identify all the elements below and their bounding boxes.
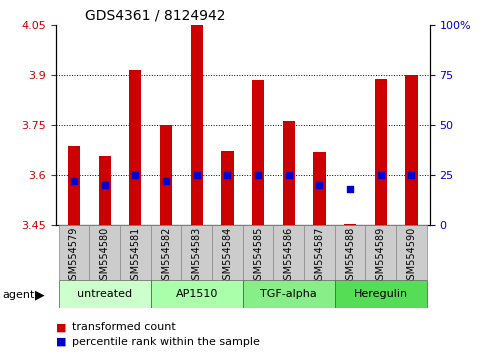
Bar	[366, 225, 396, 280]
Text: GSM554580: GSM554580	[99, 227, 110, 286]
Text: ■: ■	[56, 322, 66, 332]
Bar	[68, 147, 80, 225]
Point	[101, 182, 109, 188]
Point	[162, 178, 170, 184]
Text: GSM554590: GSM554590	[407, 227, 416, 286]
Bar	[283, 121, 295, 225]
Bar	[151, 280, 243, 308]
Point	[70, 178, 78, 184]
Text: GSM554579: GSM554579	[69, 227, 79, 286]
Text: GSM554586: GSM554586	[284, 227, 294, 286]
Bar	[252, 80, 264, 225]
Bar	[191, 25, 203, 225]
Bar	[58, 280, 151, 308]
Bar	[304, 225, 335, 280]
Bar	[313, 152, 326, 225]
Text: TGF-alpha: TGF-alpha	[260, 289, 317, 299]
Text: ▶: ▶	[35, 288, 44, 301]
Text: GSM554584: GSM554584	[222, 227, 232, 286]
Point	[131, 172, 139, 178]
Bar	[335, 280, 427, 308]
Text: GSM554582: GSM554582	[161, 227, 171, 286]
Text: Heregulin: Heregulin	[354, 289, 408, 299]
Text: GDS4361 / 8124942: GDS4361 / 8124942	[85, 8, 226, 22]
Text: GSM554585: GSM554585	[253, 227, 263, 286]
Bar	[221, 151, 233, 225]
Point	[193, 172, 200, 178]
Bar	[396, 225, 427, 280]
Bar	[335, 225, 366, 280]
Bar	[58, 225, 89, 280]
Text: transformed count: transformed count	[72, 322, 176, 332]
Bar	[212, 225, 243, 280]
Text: GSM554583: GSM554583	[192, 227, 202, 286]
Text: ■: ■	[56, 337, 66, 347]
Bar	[99, 156, 111, 225]
Text: GSM554587: GSM554587	[314, 227, 325, 286]
Point	[346, 186, 354, 192]
Bar	[181, 225, 212, 280]
Bar	[89, 225, 120, 280]
Point	[377, 172, 384, 178]
Bar	[129, 70, 142, 225]
Bar	[405, 75, 418, 225]
Bar	[151, 225, 181, 280]
Point	[285, 172, 293, 178]
Point	[408, 172, 415, 178]
Text: GSM554581: GSM554581	[130, 227, 141, 286]
Bar	[375, 79, 387, 225]
Text: untreated: untreated	[77, 289, 132, 299]
Bar	[273, 225, 304, 280]
Text: AP1510: AP1510	[175, 289, 218, 299]
Text: GSM554588: GSM554588	[345, 227, 355, 286]
Bar	[120, 225, 151, 280]
Bar	[243, 280, 335, 308]
Point	[254, 172, 262, 178]
Bar	[160, 125, 172, 225]
Bar	[243, 225, 273, 280]
Point	[315, 182, 323, 188]
Text: percentile rank within the sample: percentile rank within the sample	[72, 337, 260, 347]
Text: GSM554589: GSM554589	[376, 227, 386, 286]
Point	[224, 172, 231, 178]
Text: agent: agent	[2, 290, 35, 299]
